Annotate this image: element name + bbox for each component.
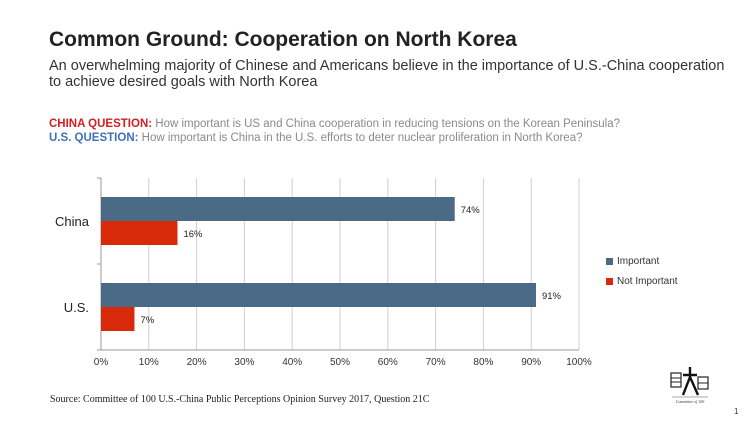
page-subtitle: An overwhelming majority of Chinese and … <box>49 58 725 90</box>
data-label: 91% <box>542 291 562 302</box>
x-tick-label: 10% <box>139 357 159 368</box>
legend-label-not-important: Not Important <box>617 276 678 287</box>
bar <box>101 197 455 221</box>
bar <box>101 283 536 307</box>
legend-item-not-important: Not Important <box>606 276 678 287</box>
us-question-label: U.S. QUESTION: <box>49 132 139 144</box>
x-tick-label: 30% <box>234 357 254 368</box>
x-tick-label: 50% <box>330 357 350 368</box>
legend-swatch-not-important <box>606 277 613 285</box>
category-label: U.S. <box>64 300 89 315</box>
x-tick-label: 20% <box>187 357 207 368</box>
x-tick-label: 80% <box>473 357 493 368</box>
legend-item-important: Important <box>606 256 659 267</box>
x-tick-label: 90% <box>521 357 541 368</box>
bar <box>101 221 178 245</box>
us-question-text: How important is China in the U.S. effor… <box>138 132 583 144</box>
china-question-text: How important is US and China cooperatio… <box>152 118 621 130</box>
data-label: 74% <box>461 205 481 216</box>
legend-swatch-important <box>606 257 613 265</box>
committee-logo: Committee of 100 <box>670 367 709 404</box>
page-title: Common Ground: Cooperation on North Kore… <box>49 28 517 51</box>
legend-label-important: Important <box>617 256 660 267</box>
x-tick-label: 70% <box>426 357 446 368</box>
data-label: 7% <box>140 315 154 326</box>
x-tick-label: 0% <box>94 357 109 368</box>
category-label: China <box>55 214 90 229</box>
china-question-label: CHINA QUESTION: <box>49 118 153 130</box>
source-note: Source: Committee of 100 U.S.-China Publ… <box>50 394 430 405</box>
data-label: 16% <box>183 229 203 240</box>
x-tick-label: 40% <box>282 357 302 368</box>
x-tick-label: 100% <box>566 357 592 368</box>
logo-caption: Committee of 100 <box>676 399 704 404</box>
bar <box>101 307 135 331</box>
x-tick-label: 60% <box>378 357 398 368</box>
china-question: CHINA QUESTION: How important is US and … <box>49 118 620 130</box>
us-question: U.S. QUESTION: How important is China in… <box>49 132 583 144</box>
page-number: 1 <box>734 407 739 416</box>
